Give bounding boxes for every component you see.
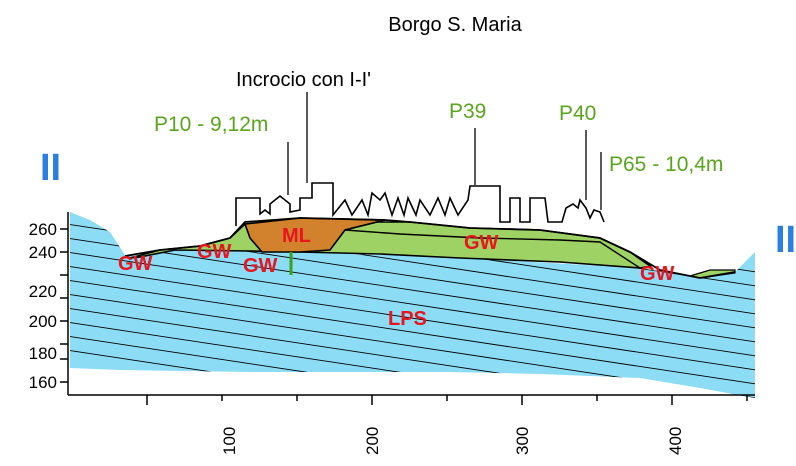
unit-label-ml: ML xyxy=(282,225,311,247)
building-skyline xyxy=(235,182,605,226)
section-mark-left: II xyxy=(40,147,61,189)
well-label-p40: P40 xyxy=(559,102,596,125)
well-label-p65: P65 - 10,4m xyxy=(609,153,723,176)
y-tick-240: 240 xyxy=(29,243,57,262)
unit-label-lps: LPS xyxy=(388,308,427,330)
well-label-p10: P10 - 9,12m xyxy=(154,113,268,136)
unit-label-gw-left: GW xyxy=(118,253,153,275)
well-label-p39: P39 xyxy=(449,100,486,123)
section-mark-right: II xyxy=(775,219,796,261)
gw-internal-boundary xyxy=(344,229,641,269)
x-tick-400: 400 xyxy=(666,427,685,455)
y-tick-180: 180 xyxy=(29,344,57,363)
unit-label-gw-right: GW xyxy=(640,263,675,285)
unit-label-gw-center: GW xyxy=(464,232,499,254)
y-tick-260: 260 xyxy=(29,220,57,239)
ground-surface xyxy=(124,217,736,279)
unit-label-gw-mid-left: GW xyxy=(197,241,232,263)
intersection-label: Incrocio con I-I' xyxy=(236,69,371,91)
y-tick-160: 160 xyxy=(29,373,57,392)
x-tick-300: 300 xyxy=(513,427,532,455)
lps-layer xyxy=(70,212,755,398)
y-tick-200: 200 xyxy=(29,312,57,331)
diagram-title: Borgo S. Maria xyxy=(388,14,522,36)
y-tick-220: 220 xyxy=(29,282,57,301)
unit-label-gw-lower: GW xyxy=(243,255,278,277)
y-axis xyxy=(60,212,69,395)
x-axis xyxy=(68,394,755,405)
x-tick-200: 200 xyxy=(363,427,382,455)
x-tick-100: 100 xyxy=(220,427,239,455)
